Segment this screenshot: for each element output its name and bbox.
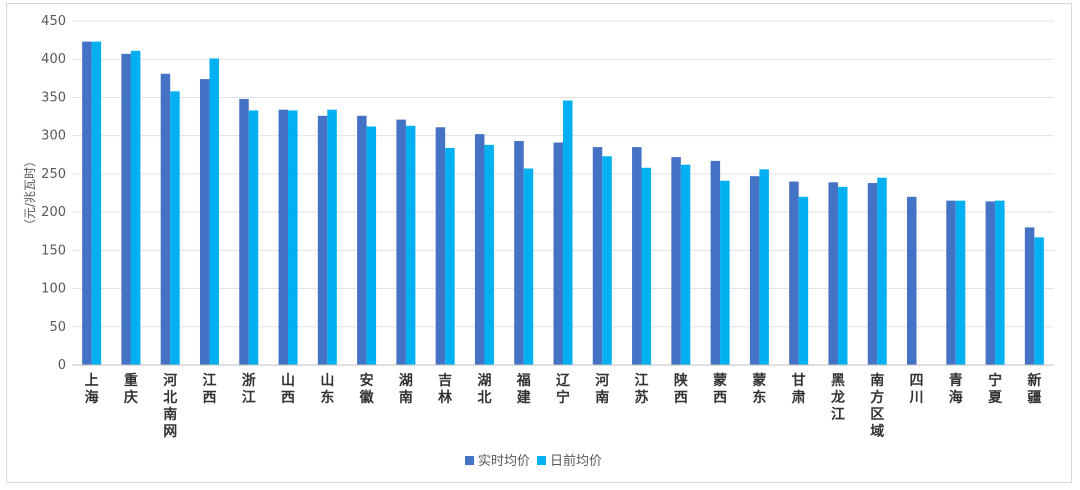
bar-dayahead <box>248 110 259 365</box>
legend: 实时均价 日前均价 <box>465 453 602 469</box>
x-category-label: 浙江 <box>242 372 256 406</box>
bar-dayahead <box>720 180 730 365</box>
bar-realtime <box>474 134 485 365</box>
bar-realtime <box>867 183 878 365</box>
x-category-label: 甘肃 <box>792 372 806 406</box>
x-category-label: 安徽 <box>359 372 375 406</box>
bar-realtime <box>710 160 721 365</box>
x-category-label: 江苏 <box>635 372 649 406</box>
bar-dayahead <box>759 169 769 365</box>
bar-dayahead <box>484 144 494 365</box>
bar-realtime <box>553 142 563 365</box>
bar-dayahead <box>327 109 337 365</box>
y-tick-label: 200 <box>41 205 66 220</box>
y-axis-label: （元/兆瓦时） <box>23 155 37 231</box>
bar-realtime <box>671 157 681 365</box>
bar-realtime <box>985 201 996 365</box>
y-tick-label: 450 <box>41 14 66 29</box>
bar-realtime <box>514 141 524 365</box>
legend-swatch <box>465 456 474 465</box>
bar-realtime <box>160 73 171 365</box>
bar-dayahead <box>170 91 180 365</box>
bar-dayahead <box>837 186 848 365</box>
bar-dayahead <box>405 125 416 366</box>
bar-dayahead <box>209 58 219 366</box>
x-category-label: 上海 <box>85 373 99 406</box>
y-tick-label: 100 <box>41 282 66 297</box>
bar-dayahead <box>955 200 966 365</box>
bar-realtime <box>239 98 249 366</box>
bar-dayahead <box>641 167 652 365</box>
chart-frame: 0 50 100 150 200 250 300 350 400 450 上海 重庆 河北南网 江西 浙江… <box>6 3 1072 483</box>
bar-dayahead <box>680 164 691 365</box>
bars <box>82 41 1044 366</box>
legend-label: 日前均价 <box>550 453 602 469</box>
x-category-label: 江西 <box>202 372 216 406</box>
bar-realtime <box>82 41 92 365</box>
bar-dayahead <box>798 196 809 365</box>
x-category-label: 宁夏 <box>988 372 1003 406</box>
y-tick-labels: 0 50 100 150 200 250 300 350 400 450 <box>41 14 66 373</box>
x-category-label: 蒙东 <box>752 372 766 406</box>
bar-dayahead <box>995 200 1005 365</box>
y-tick-label: 250 <box>41 167 66 182</box>
x-category-label: 南方区域 <box>870 372 884 440</box>
x-category-label: 吉林 <box>438 372 452 406</box>
y-tick-label: 0 <box>58 358 66 373</box>
bar-dayahead <box>130 50 141 366</box>
bar-dayahead <box>366 126 377 365</box>
bar-realtime <box>396 119 406 365</box>
x-category-label: 青海 <box>949 372 963 406</box>
bar-dayahead <box>288 110 298 365</box>
bar-realtime <box>121 53 131 365</box>
bar-realtime <box>946 200 956 365</box>
x-category-label: 山西 <box>281 373 295 406</box>
y-tick-label: 150 <box>41 243 66 258</box>
x-category-label: 黑龙江 <box>830 373 845 423</box>
x-category-label: 山东 <box>320 373 334 406</box>
bar-realtime <box>435 127 446 365</box>
x-category-label: 河南 <box>595 372 609 406</box>
bar-dayahead <box>602 156 612 365</box>
bar-realtime <box>317 115 328 366</box>
bar-dayahead <box>523 168 534 365</box>
x-category-label: 重庆 <box>124 372 138 406</box>
bar-realtime <box>749 176 760 365</box>
bar-realtime <box>789 181 799 365</box>
x-category-label: 湖北 <box>477 373 491 406</box>
x-category-label: 河北南网 <box>163 372 177 440</box>
bar-realtime <box>357 115 367 366</box>
x-category-label: 蒙西 <box>713 372 727 406</box>
bar-realtime <box>828 182 838 365</box>
bar-dayahead <box>91 41 102 365</box>
y-tick-label: 300 <box>41 129 66 144</box>
bar-realtime <box>199 79 210 365</box>
bar-dayahead <box>563 100 573 365</box>
bar-realtime <box>278 109 289 365</box>
bar-realtime <box>1024 227 1035 365</box>
x-category-label: 新疆 <box>1027 372 1041 406</box>
y-tick-label: 400 <box>41 52 66 67</box>
x-category-label: 辽宁 <box>556 373 571 406</box>
legend-label: 实时均价 <box>478 454 530 469</box>
x-category-label: 湖南 <box>399 373 413 406</box>
x-category-label: 福建 <box>516 372 531 406</box>
x-category-label: 四川 <box>909 373 924 406</box>
bar-realtime <box>592 147 603 365</box>
bar-realtime <box>907 196 917 365</box>
x-category-label: 陕西 <box>674 372 688 406</box>
bar-realtime <box>632 147 642 365</box>
y-tick-label: 50 <box>49 320 66 335</box>
y-tick-label: 350 <box>41 90 66 105</box>
legend-swatch <box>537 456 546 465</box>
bar-dayahead <box>445 147 455 365</box>
bar-dayahead <box>877 177 887 365</box>
bar-dayahead <box>1034 237 1044 365</box>
